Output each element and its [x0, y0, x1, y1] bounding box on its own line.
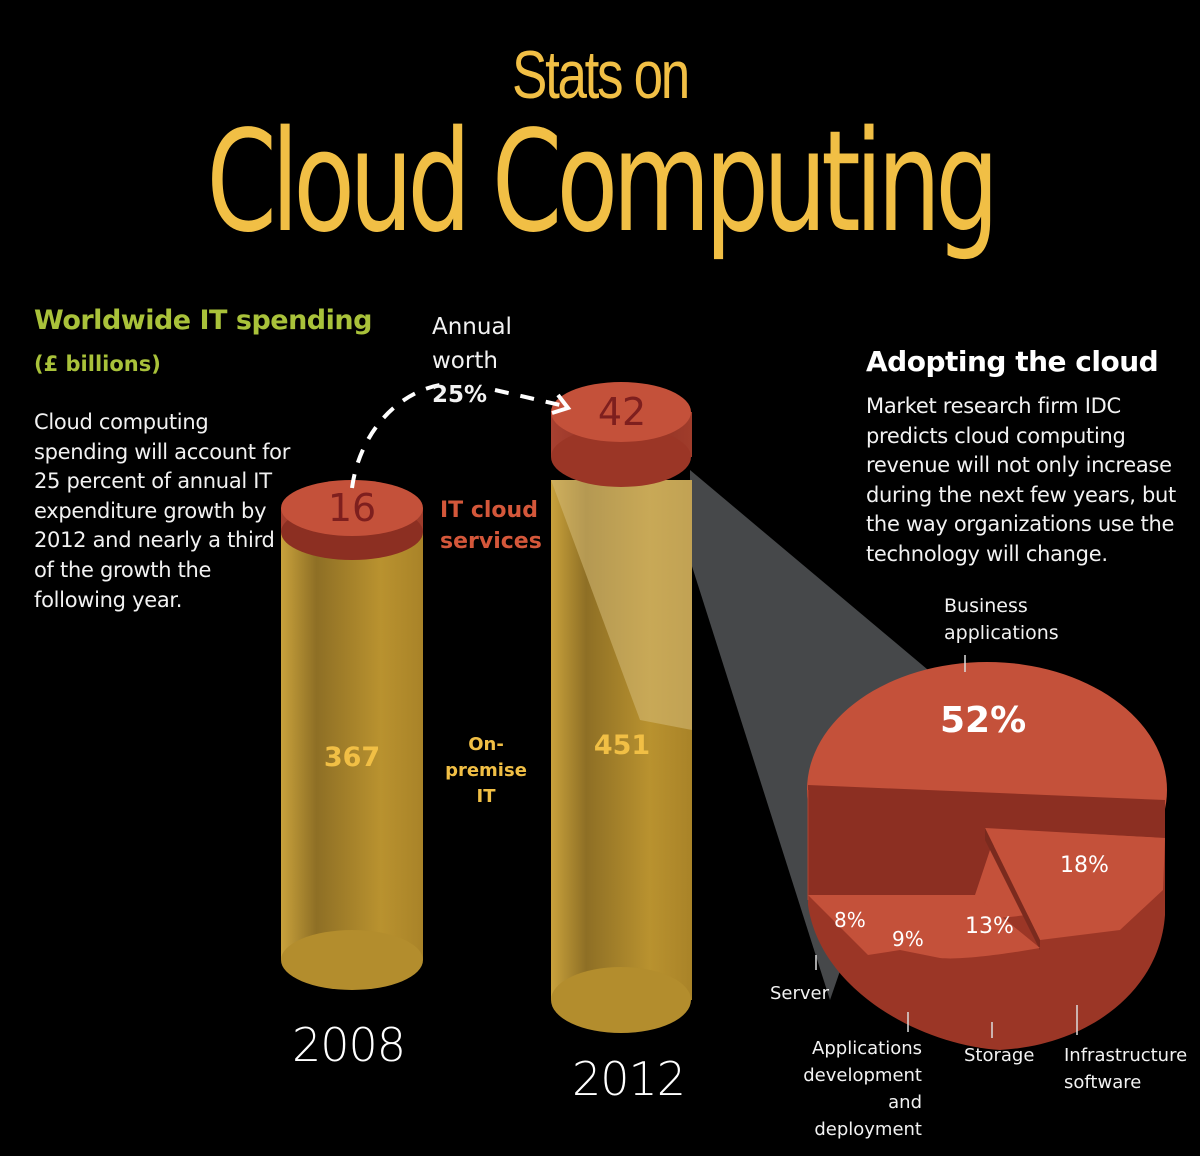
- pie-pct-server: 8%: [834, 908, 866, 932]
- pie-pct-appdev: 9%: [892, 927, 924, 951]
- onprem-value-2008: 367: [323, 742, 381, 773]
- cylinder-2008: [281, 480, 423, 990]
- cloud-value-2008: 16: [327, 486, 377, 530]
- pie-pct-storage: 13%: [965, 914, 1014, 939]
- section-heading-adopting: Adopting the cloud: [866, 345, 1159, 378]
- pie-label-server: Server: [770, 983, 830, 1004]
- pie-3d: [807, 662, 1167, 1050]
- onprem-value-2012: 451: [593, 730, 651, 761]
- projection-beam: [690, 470, 940, 1000]
- title-line-2: Cloud Computing: [206, 101, 999, 264]
- legend-cloud-services: IT cloud services: [440, 498, 542, 554]
- annotation-value: 25%: [432, 382, 488, 408]
- pie-pct-business: 52%: [940, 700, 1027, 741]
- annotation-line-2: worth: [432, 348, 498, 374]
- pie-label-infrastructure: Infrastructure software: [1064, 1045, 1188, 1093]
- section-heading-spending: Worldwide IT spending: [34, 305, 372, 336]
- unit-label: (£ billions): [34, 352, 161, 376]
- leader-lines: [815, 655, 1078, 1038]
- annotation-line-1: Annual: [432, 314, 512, 340]
- year-label-2008: 2008: [292, 1018, 406, 1072]
- title-line-1: Stats on: [512, 37, 690, 113]
- spending-description: Cloud computing spending will account fo…: [34, 410, 291, 612]
- growth-annotation: Annual worth 25%: [432, 310, 512, 412]
- pie-label-storage: Storage: [964, 1045, 1035, 1066]
- year-label-2012: 2012: [572, 1052, 686, 1106]
- growth-arrow: [350, 383, 441, 489]
- pie-label-appdev: Applications development and deployment: [803, 1038, 922, 1140]
- pie-label-business: Business applications: [944, 595, 1059, 644]
- cloud-value-2012: 42: [597, 390, 647, 434]
- pie-pct-infrastructure: 18%: [1060, 853, 1109, 878]
- arrow-head: [551, 393, 572, 415]
- legend-on-premise: On-premise IT: [445, 734, 527, 807]
- cylinder-2012: [551, 382, 692, 1033]
- adopting-description: Market research firm IDC predicts cloud …: [866, 394, 1176, 566]
